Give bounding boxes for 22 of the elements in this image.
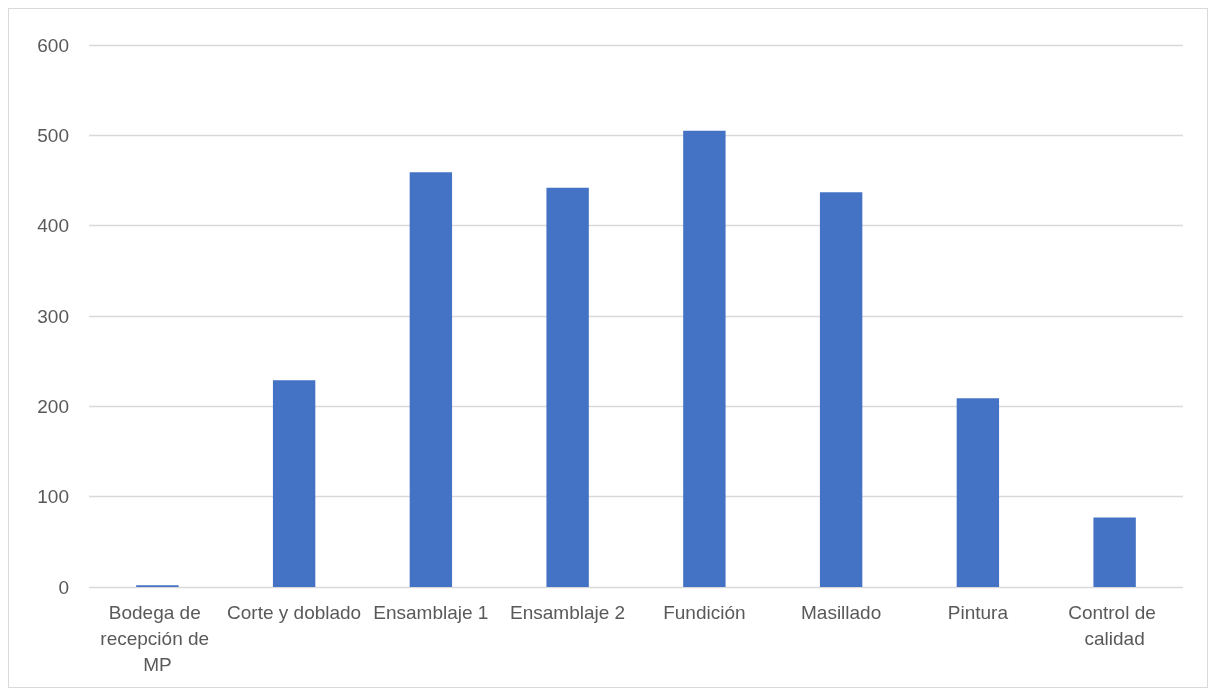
x-tick-label: Corte y doblado xyxy=(227,601,362,623)
y-tick-label: 200 xyxy=(37,395,69,417)
y-tick-label: 0 xyxy=(58,576,69,598)
bar xyxy=(272,380,316,587)
x-tick-label: Ensamblaje 2 xyxy=(510,601,626,623)
bar xyxy=(819,192,863,587)
y-tick-label: 600 xyxy=(37,34,69,56)
y-tick-label: 400 xyxy=(37,215,69,237)
bar xyxy=(956,398,1000,587)
x-tick-label: Bodega de recepción de MP xyxy=(100,601,215,675)
bar xyxy=(1093,517,1136,587)
bar xyxy=(409,172,453,587)
y-tick-label: 100 xyxy=(37,486,69,508)
y-tick-label: 300 xyxy=(37,305,69,327)
x-tick-label: Fundición xyxy=(663,601,746,623)
bar xyxy=(546,187,589,587)
x-tick-label: Control de calidad xyxy=(1068,601,1162,649)
x-tick-label: Pintura xyxy=(947,601,1009,623)
y-tick-label: 500 xyxy=(37,124,69,146)
x-tick-label: Ensamblaje 1 xyxy=(373,601,489,623)
x-tick-label: Masillado xyxy=(800,601,882,623)
bar xyxy=(683,130,726,587)
